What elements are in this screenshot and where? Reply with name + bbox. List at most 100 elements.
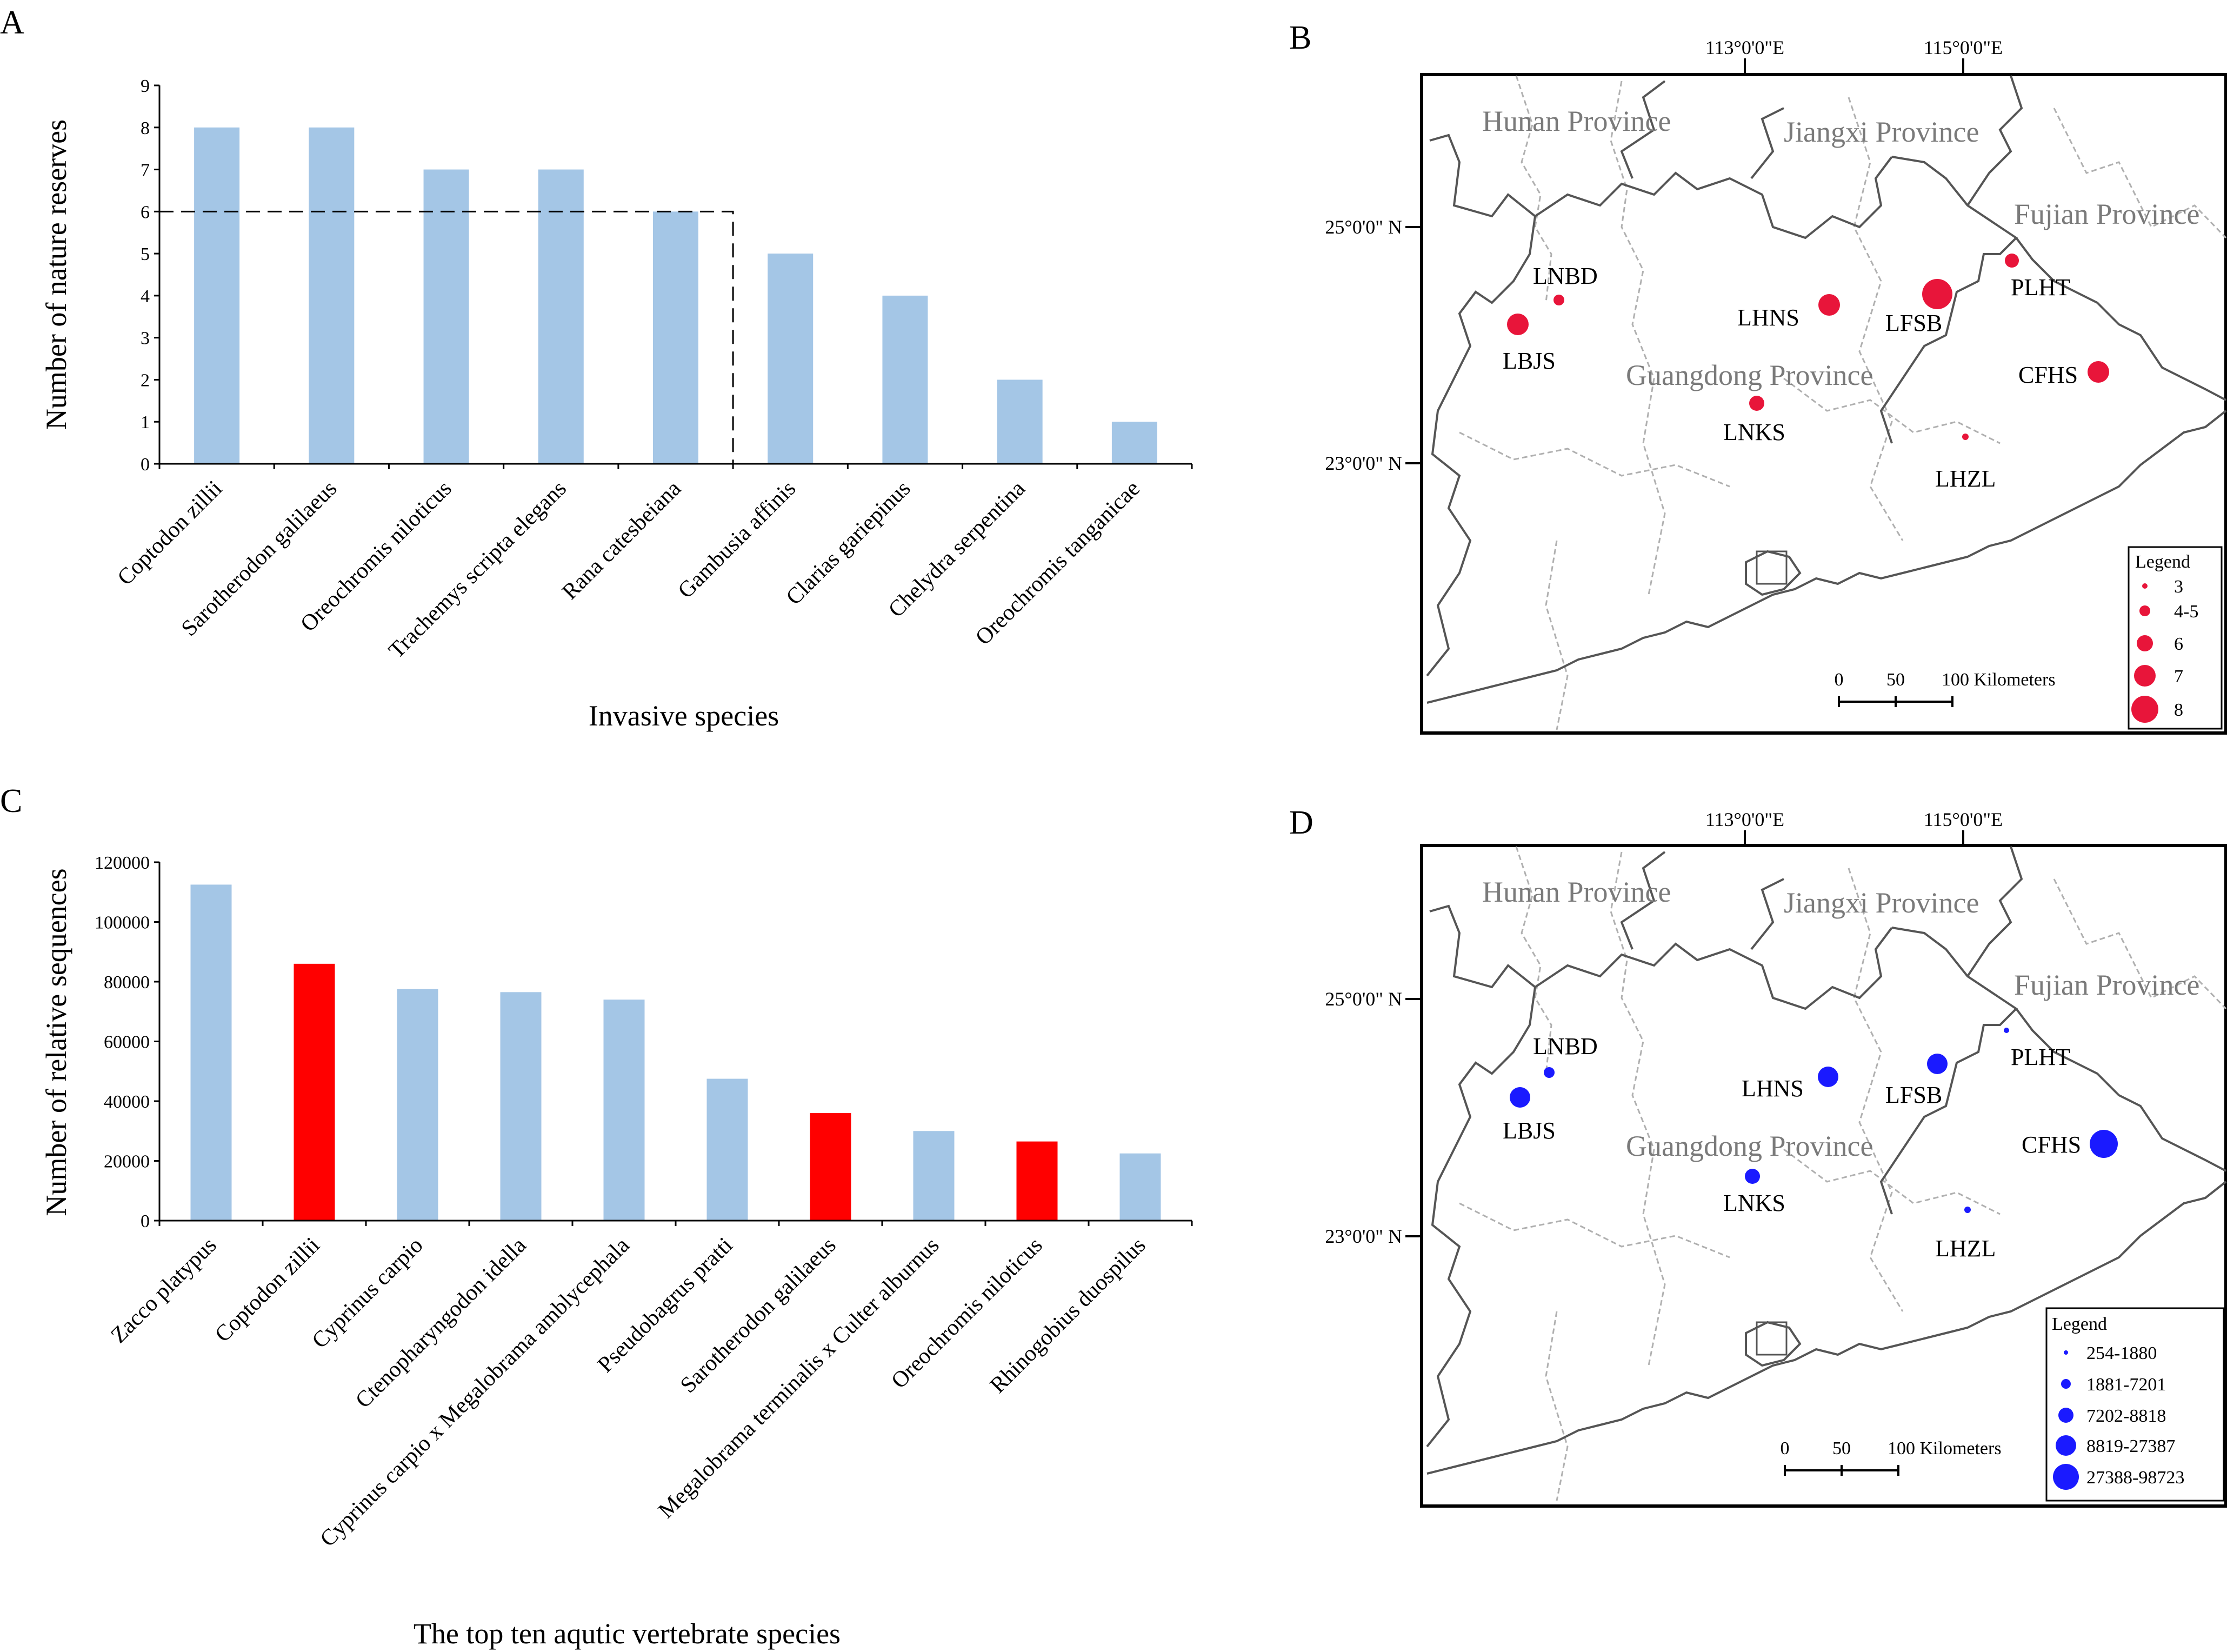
x-tick-label: Cyprinus carpio (308, 1233, 428, 1354)
province-labels: Hunan Province Jiangxi Province Fujian P… (1482, 876, 2199, 1162)
lon-label: 115°0'0"E (1924, 809, 2003, 830)
site-label-lhzl: LHZL (1935, 465, 1996, 492)
site-label-lhzl: LHZL (1935, 1235, 1996, 1262)
scale-label: 0 (1835, 670, 1844, 690)
lat-label: 23°0'0" N (1325, 1225, 1402, 1247)
y-tick-label: 20000 (104, 1152, 150, 1172)
bar (1119, 1153, 1161, 1221)
bar (997, 379, 1043, 464)
legend-marker (2056, 1435, 2076, 1456)
legend-label: 4-5 (2174, 602, 2198, 622)
site-label-lfsb: LFSB (1885, 1082, 1942, 1108)
province-guangdong: Guangdong Province (1626, 1130, 1873, 1162)
x-tick-label: Rana catesbeiana (557, 476, 686, 604)
panel-b-map: B 113°0'0"E 115°0'0"E 25°0'0" N 23°0'0" … (1289, 19, 2227, 735)
site-marker-lnks (1745, 1169, 1760, 1184)
province-jiangxi: Jiangxi Province (1784, 116, 1979, 148)
province-guangdong: Guangdong Province (1626, 359, 1873, 391)
panel-b-label: B (1289, 19, 1311, 56)
bar (194, 127, 240, 464)
lon-label: 113°0'0"E (1705, 37, 1784, 58)
site-label-lnks: LNKS (1723, 1190, 1785, 1216)
province-hunan: Hunan Province (1482, 876, 1671, 908)
x-tick-label: Zacco platypus (106, 1233, 221, 1348)
province-boundaries (1459, 75, 2227, 730)
bar (1016, 1141, 1058, 1221)
hong-kong-inset (1756, 550, 1788, 585)
bar (603, 1000, 645, 1221)
bar (1111, 422, 1157, 464)
y-tick-label: 5 (141, 244, 150, 264)
legend-marker (2061, 1379, 2071, 1389)
site-marker-lbjs (1507, 314, 1529, 335)
bar (653, 211, 698, 464)
y-tick-label: 2 (141, 370, 150, 390)
y-tick-label: 80000 (104, 972, 150, 992)
legend-marker (2058, 1408, 2073, 1423)
y-tick-label: 40000 (104, 1092, 150, 1112)
x-tick-label: Clarias gariepinus (782, 476, 916, 610)
site-label-plht: PLHT (2011, 1044, 2070, 1070)
province-fujian: Fujian Province (2014, 969, 2199, 1001)
site-marker-lhzl (1962, 434, 1969, 440)
scale-label: 50 (1832, 1438, 1851, 1458)
scale-bar: 0 50 100 Kilometers (1835, 670, 2056, 707)
lat-label: 23°0'0" N (1325, 452, 1402, 474)
y-tick-label: 3 (141, 329, 150, 349)
province-jiangxi: Jiangxi Province (1784, 887, 1979, 919)
site-label-lnks: LNKS (1723, 419, 1785, 445)
site-label-lhns: LHNS (1737, 304, 1799, 331)
legend-label: 3 (2174, 577, 2183, 597)
site-marker-lfsb (1922, 279, 1952, 309)
y-tick-label: 1 (141, 412, 150, 432)
guangdong-boundary (1426, 75, 2227, 704)
panel-a-label: A (0, 4, 24, 41)
y-tick-label: 7 (141, 161, 150, 181)
legend-marker (2053, 1464, 2079, 1490)
y-tick-label: 8 (141, 118, 150, 138)
province-labels: Hunan Province Jiangxi Province Fujian P… (1482, 105, 2199, 391)
y-tick-label: 6 (141, 202, 150, 222)
x-axis-title: Invasive species (589, 700, 779, 732)
bar (309, 127, 355, 464)
legend-marker (2134, 665, 2156, 687)
site-label-plht: PLHT (2011, 274, 2070, 301)
legend-label: 27388-98723 (2086, 1468, 2184, 1488)
lon-label: 115°0'0"E (1924, 37, 2003, 58)
bar (500, 992, 542, 1221)
legend-title: Legend (2052, 1314, 2107, 1334)
scale-label: 50 (1886, 670, 1905, 690)
bar (423, 169, 469, 464)
site-marker-cfhs (2088, 361, 2109, 383)
bar (913, 1131, 955, 1221)
site-marker-lnbd (1553, 295, 1564, 305)
scale-label: 100 Kilometers (1888, 1438, 2002, 1458)
map-frame (1420, 73, 2227, 735)
site-marker-lbjs (1510, 1087, 1530, 1108)
y-tick-label: 0 (141, 455, 150, 475)
legend-marker (2137, 635, 2153, 651)
site-marker-lhns (1818, 1067, 1838, 1087)
legend-label: 7202-8818 (2086, 1406, 2166, 1426)
province-hunan: Hunan Province (1482, 105, 1671, 137)
legend: Legend 3 4-5 6 7 8 (2128, 546, 2223, 730)
bar (768, 254, 814, 464)
lon-label: 113°0'0"E (1705, 809, 1784, 830)
bar (190, 884, 232, 1221)
site-marker-lhzl (1964, 1207, 1971, 1213)
bar (706, 1078, 748, 1221)
hong-kong-inset (1756, 1321, 1788, 1356)
x-tick-label: Ctenopharyngodon idella (351, 1233, 531, 1413)
lat-label: 25°0'0" N (1325, 216, 1402, 238)
map-frame (1420, 844, 2227, 1508)
panel-c-bar-chart: C 0 20000 40000 60000 80000 100000 120000 Zacc… (0, 783, 1193, 1650)
bar (538, 169, 584, 464)
x-tick-label: Gambusia affinis (674, 476, 801, 604)
province-fujian: Fujian Province (2014, 198, 2199, 230)
scale-bar: 0 50 100 Kilometers (1781, 1438, 2002, 1476)
site-label-lfsb: LFSB (1885, 310, 1942, 336)
bar (882, 295, 928, 464)
panel-d-label: D (1289, 804, 1313, 841)
bar (397, 989, 438, 1221)
site-marker-plht (2004, 1028, 2009, 1033)
